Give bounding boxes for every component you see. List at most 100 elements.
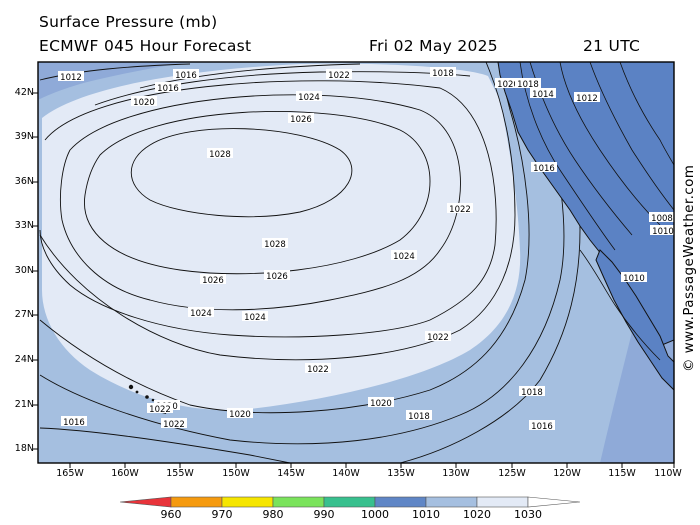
- isobar-label: 1024: [242, 311, 268, 323]
- colorbar-swatch: [221, 496, 274, 508]
- isobar-label: 1024: [391, 250, 417, 262]
- lat-label: 33N: [14, 220, 34, 231]
- isobar: [130, 128, 353, 218]
- isobar-label-text: 1018: [432, 69, 454, 79]
- colorbar: [119, 496, 581, 508]
- isobar-label: 1020: [368, 397, 394, 409]
- isobar-label-text: 1024: [298, 93, 320, 103]
- isobar-label: 1012: [574, 92, 600, 104]
- isobar-label-text: 1020: [229, 410, 251, 420]
- isobar-label-text: 1022: [163, 420, 185, 430]
- isobar-label-text: 1014: [532, 90, 554, 100]
- lon-label: 135W: [387, 468, 415, 479]
- isobar-label-text: 1022: [449, 205, 471, 215]
- isobar-label-text: 1010: [623, 274, 645, 284]
- isobar-label: 1022: [147, 403, 173, 415]
- isobar-label-text: 1022: [149, 405, 171, 415]
- lat-label: 42N: [14, 87, 34, 98]
- lat-label: 30N: [14, 265, 34, 276]
- isobar-label: 1022: [425, 331, 451, 343]
- isobar-label: 1018: [519, 386, 545, 398]
- isobar-label-text: 1016: [157, 84, 179, 94]
- isobar-label-text: 1016: [63, 418, 85, 428]
- isobar-label-text: 1016: [531, 422, 553, 432]
- isobar-label-text: 1028: [264, 240, 286, 250]
- isobar-label-text: 1010: [652, 227, 674, 237]
- isobar-label-text: 1020: [497, 80, 519, 90]
- isobar-label-text: 1024: [244, 313, 266, 323]
- isobar-label: 1026: [200, 274, 226, 286]
- lon-label: 140W: [332, 468, 360, 479]
- colorbar-label: 990: [313, 508, 335, 521]
- isobar-label-text: 1022: [307, 365, 329, 375]
- isobar-label-text: 1016: [175, 71, 197, 81]
- forecast-date: Fri 02 May 2025: [369, 37, 498, 55]
- isobar-label: 1008: [649, 212, 674, 224]
- map-frame: [37, 61, 675, 464]
- pressure-fill-1020: [42, 63, 521, 411]
- isobar-label: 1016: [173, 69, 199, 81]
- isobar: [84, 111, 431, 275]
- colorbar-swatch: [119, 496, 172, 508]
- colorbar-swatch: [323, 496, 376, 508]
- isobar-label-text: 1008: [651, 214, 673, 224]
- isobar-label: 1028: [207, 148, 233, 160]
- isobar-label-text: 1016: [533, 164, 555, 174]
- isobar-label-text: 1028: [209, 150, 231, 160]
- isobar: [39, 80, 497, 338]
- lon-label: 165W: [56, 468, 84, 479]
- isobar-label: 1024: [296, 91, 322, 103]
- isobar: [39, 62, 565, 445]
- isobar-label: 1010: [650, 225, 674, 237]
- isobar-label-text: 1026: [202, 276, 224, 286]
- isobar-label-text: 1012: [60, 73, 82, 83]
- isobar-labels: 1012 1016 1020 1024 1026 1028 1022 1018 …: [58, 67, 674, 432]
- isobar-label-text: 1020: [370, 399, 392, 409]
- isobar-label-text: 1018: [408, 412, 430, 422]
- colorbar-swatch: [374, 496, 427, 508]
- isobar: [39, 62, 530, 414]
- isobar-label: 1018: [515, 78, 541, 90]
- isobar-label: 1016: [531, 162, 557, 174]
- axis-ticks: [33, 92, 675, 468]
- isobar: [94, 71, 471, 106]
- map-area: 1012 1016 1020 1024 1026 1028 1022 1018 …: [38, 62, 674, 463]
- lat-label: 24N: [14, 354, 34, 365]
- isobar-label: 1016: [61, 416, 87, 428]
- isobar-label: 1022: [326, 69, 352, 81]
- colorbar-swatch: [170, 496, 223, 508]
- lon-label: 125W: [498, 468, 526, 479]
- lon-label: 110W: [654, 468, 682, 479]
- isobar-label: 1022: [447, 203, 473, 215]
- colorbar-label: 970: [211, 508, 233, 521]
- isobar-label-text: 1022: [328, 71, 350, 81]
- land-baja: [595, 249, 674, 391]
- model-forecast-label: ECMWF 045 Hour Forecast: [39, 37, 252, 55]
- colorbar-swatch: [527, 496, 581, 508]
- isobar-label: 1018: [430, 67, 456, 79]
- lat-label: 27N: [14, 309, 34, 320]
- colorbar-label: 960: [160, 508, 182, 521]
- isobar-label: 1020: [495, 78, 521, 90]
- isobar-label: 1014: [530, 88, 556, 100]
- isobar-label: 1022: [161, 418, 187, 430]
- isobar-label-text: 1018: [517, 80, 539, 90]
- site-credit: © www.PassageWeather.com: [681, 164, 697, 372]
- isobar-label: 1022: [305, 363, 331, 375]
- lon-label: 150W: [222, 468, 250, 479]
- isobar: [39, 427, 291, 463]
- isobar-label: 1012: [58, 71, 84, 83]
- isobar-label-text: 1022: [427, 333, 449, 343]
- isobar-label-text: 1026: [290, 115, 312, 125]
- colorbar-label: 1020: [463, 508, 491, 521]
- isobar-label: 1026: [288, 113, 314, 125]
- isobar-label-text: 1024: [190, 309, 212, 319]
- lat-label: 36N: [14, 176, 34, 187]
- colorbar-swatch: [272, 496, 325, 508]
- lat-label: 18N: [14, 443, 34, 454]
- isobar-label: 1018: [406, 410, 432, 422]
- isobar-label: 1020: [227, 408, 253, 420]
- lon-label: 115W: [608, 468, 636, 479]
- lon-label: 130W: [442, 468, 470, 479]
